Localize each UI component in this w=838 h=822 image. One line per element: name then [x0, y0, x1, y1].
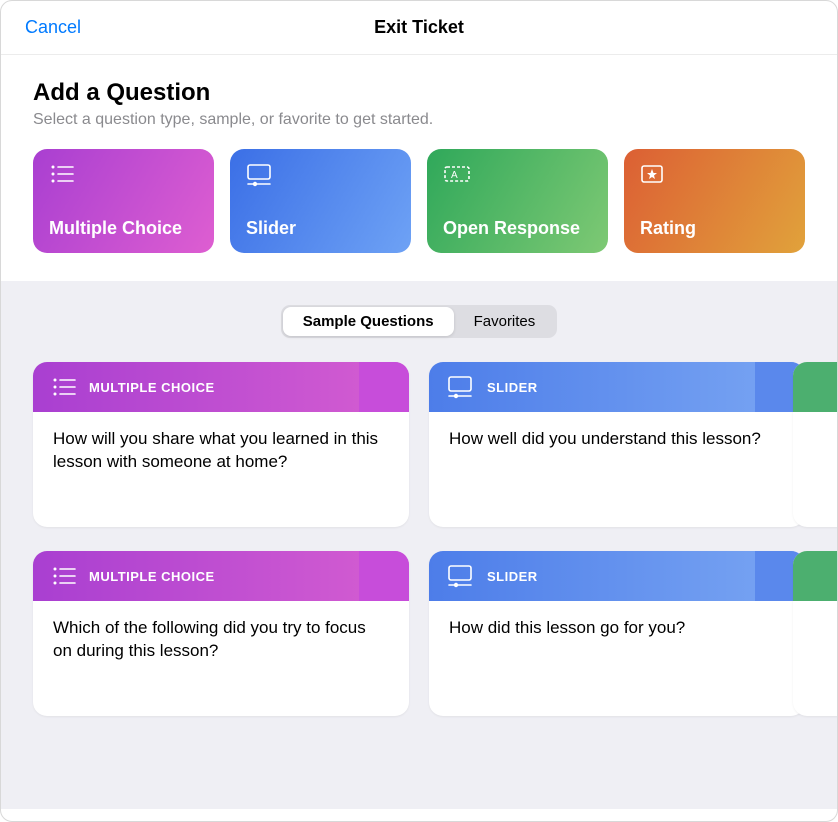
question-type-row: Multiple Choice Slider A Open Response Ratin…: [33, 149, 805, 253]
segmented-control[interactable]: Sample QuestionsFavorites: [281, 305, 558, 338]
slider-icon: [246, 163, 274, 187]
page-title: Exit Ticket: [1, 17, 837, 38]
sample-type-label: MULTIPLE CHOICE: [89, 380, 215, 395]
sample-card-tab: [359, 362, 409, 412]
sample-type-label: MULTIPLE CHOICE: [89, 569, 215, 584]
sample-question-text: Which of the following did you try to fo…: [33, 601, 409, 716]
sample-question-text: How will you share what you learned in t…: [33, 412, 409, 527]
sample-type-label: SLIDER: [487, 380, 538, 395]
star-icon: [640, 163, 666, 185]
type-label: Rating: [640, 218, 789, 239]
sample-card-tab: [359, 551, 409, 601]
type-label: Multiple Choice: [49, 218, 198, 239]
samples-section: Sample QuestionsFavorites MULTIPLE CHOIC…: [1, 281, 837, 809]
sample-card-header: MULTIPLE CHOICE: [33, 362, 409, 412]
list-icon: [51, 376, 77, 398]
sample-grid: MULTIPLE CHOICE How will you share what …: [33, 362, 805, 716]
question-type-rating[interactable]: Rating: [624, 149, 805, 253]
sample-card-header: SLIDER: [429, 362, 805, 412]
sample-card[interactable]: MULTIPLE CHOICE Which of the following d…: [33, 551, 409, 716]
sample-type-label: SLIDER: [487, 569, 538, 584]
slider-icon: [447, 375, 475, 399]
list-icon: [49, 163, 75, 185]
sample-card[interactable]: MULTIPLE CHOICE How will you share what …: [33, 362, 409, 527]
sample-column-1: MULTIPLE CHOICE How will you share what …: [33, 362, 409, 716]
segment-favorites[interactable]: Favorites: [454, 307, 556, 336]
sample-column-peek: [793, 362, 837, 716]
section-heading: Add a Question: [33, 79, 805, 107]
slider-icon: [447, 564, 475, 588]
list-icon: [51, 565, 77, 587]
navbar: Cancel Exit Ticket: [1, 1, 837, 55]
cancel-button[interactable]: Cancel: [25, 17, 81, 38]
type-label: Slider: [246, 218, 395, 239]
sample-card-header: MULTIPLE CHOICE: [33, 551, 409, 601]
question-type-slider[interactable]: Slider: [230, 149, 411, 253]
textbox-icon: A: [443, 163, 473, 185]
sample-card[interactable]: SLIDER How well did you understand this …: [429, 362, 805, 527]
sample-question-text: How well did you understand this lesson?: [429, 412, 805, 527]
sample-card[interactable]: SLIDER How did this lesson go for you?: [429, 551, 805, 716]
question-type-open_response[interactable]: A Open Response: [427, 149, 608, 253]
question-type-multiple_choice[interactable]: Multiple Choice: [33, 149, 214, 253]
section-subtitle: Select a question type, sample, or favor…: [33, 111, 805, 129]
sample-card-peek: [793, 551, 837, 716]
sample-question-text: How did this lesson go for you?: [429, 601, 805, 716]
sample-card-header: SLIDER: [429, 551, 805, 601]
sample-column-2: SLIDER How well did you understand this …: [429, 362, 805, 716]
type-label: Open Response: [443, 218, 592, 239]
sample-card-peek: [793, 362, 837, 527]
svg-text:A: A: [451, 170, 458, 181]
add-question-section: Add a Question Select a question type, s…: [1, 55, 837, 281]
segment-sample-questions[interactable]: Sample Questions: [283, 307, 454, 336]
